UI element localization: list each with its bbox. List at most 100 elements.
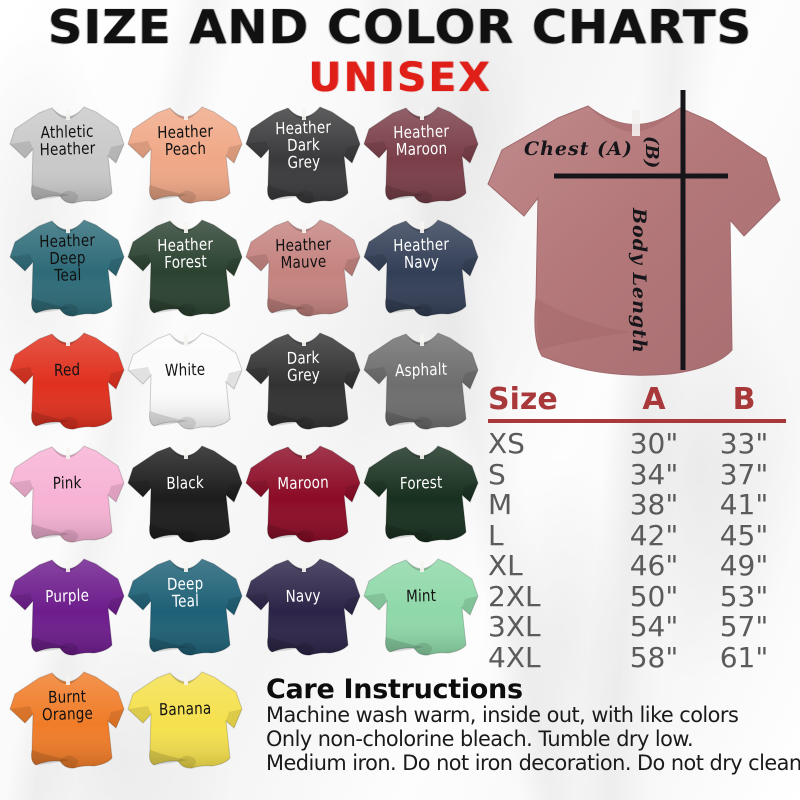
chest-cell: 50"	[629, 579, 679, 613]
color-swatch[interactable]: Black	[126, 439, 244, 549]
measurement-shirt-shape	[487, 105, 781, 376]
color-swatch[interactable]: Heather Peach	[126, 100, 244, 210]
chest-label: Chest (A)	[524, 138, 633, 160]
color-swatch[interactable]: Heather Deep Teal	[8, 213, 126, 323]
size-cell: XS	[488, 427, 525, 460]
body-length-cell: 57"	[719, 610, 769, 643]
care-instructions-lines: Machine wash warm, inside out, with like…	[266, 704, 800, 775]
chest-cell: 34"	[629, 457, 679, 491]
tshirt-icon	[126, 552, 244, 662]
size-cell: XL	[488, 549, 523, 582]
tshirt-icon	[8, 439, 126, 549]
body-length-cell: 45"	[719, 518, 769, 552]
tshirt-icon	[8, 213, 126, 323]
color-swatch[interactable]: Heather Forest	[126, 213, 244, 323]
body-length-label: Body Length	[628, 208, 650, 354]
tshirt-icon	[126, 100, 244, 210]
tshirt-icon	[362, 326, 480, 436]
color-swatch[interactable]: Mint	[362, 552, 480, 662]
care-instructions-title: Care Instructions	[266, 674, 523, 705]
chest-cell: 54"	[629, 610, 679, 643]
swatch-row: Pink Black	[0, 439, 480, 549]
body-length-cell: 33"	[719, 427, 769, 460]
color-swatch[interactable]: Heather Mauve	[244, 213, 362, 323]
care-instruction-line: Only non-cholorine bleach. Tumble dry lo…	[266, 726, 694, 752]
tshirt-icon	[126, 213, 244, 323]
care-instruction-line: Medium iron. Do not iron decoration. Do …	[266, 750, 800, 776]
tshirt-icon	[8, 100, 126, 210]
care-instruction-line: Machine wash warm, inside out, with like…	[266, 703, 739, 729]
size-cell: 2XL	[488, 579, 541, 613]
swatch-row: Athletic Heather Heather Peach	[0, 100, 480, 210]
color-swatch[interactable]: Red	[8, 326, 126, 436]
color-swatch-grid: Athletic Heather Heather Peach	[0, 100, 480, 800]
tshirt-icon	[244, 213, 362, 323]
measurement-diagram: Chest (A) (B) Body Length	[480, 88, 800, 388]
tshirt-icon	[8, 326, 126, 436]
tshirt-icon	[244, 439, 362, 549]
color-swatch[interactable]: Heather Dark Grey	[244, 100, 362, 210]
size-table-row: S 34" 37"	[488, 457, 788, 491]
tshirt-icon	[362, 439, 480, 549]
page-title: SIZE AND COLOR CHARTS	[47, 0, 753, 54]
size-table-row: 4XL 58" 61"	[488, 640, 788, 674]
tshirt-icon	[362, 552, 480, 662]
color-swatch[interactable]: Burnt Orange	[8, 665, 126, 775]
size-cell: S	[488, 457, 506, 491]
tshirt-icon	[244, 326, 362, 436]
care-instructions: Care Instructions Machine wash warm, ins…	[266, 674, 800, 775]
size-table-row: M 38" 41"	[488, 488, 788, 521]
size-table: Size A B XS 30" 33" S 34" 37" M 38" 41" L 42" 45" XL…	[488, 382, 788, 674]
size-cell: M	[488, 488, 513, 521]
size-table-header-size: Size	[488, 382, 558, 417]
tshirt-icon	[244, 100, 362, 210]
color-swatch[interactable]: Dark Grey	[244, 326, 362, 436]
color-swatch[interactable]: Forest	[362, 439, 480, 549]
body-length-b-label: (B)	[641, 136, 662, 169]
size-cell: 3XL	[488, 610, 541, 643]
color-swatch[interactable]: Pink	[8, 439, 126, 549]
tshirt-icon	[8, 552, 126, 662]
size-table-header-a: A	[642, 382, 666, 417]
body-length-cell: 37"	[719, 457, 769, 491]
color-swatch[interactable]: Deep Teal	[126, 552, 244, 662]
chest-cell: 58"	[629, 640, 679, 674]
size-table-row: XL 46" 49"	[488, 549, 788, 582]
size-table-row: 3XL 54" 57"	[488, 610, 788, 643]
size-table-row: 2XL 50" 53"	[488, 579, 788, 613]
color-swatch[interactable]: Heather Maroon	[362, 100, 480, 210]
chest-cell: 46"	[629, 549, 679, 582]
page-subtitle: UNISEX	[308, 55, 492, 101]
tshirt-icon	[126, 439, 244, 549]
chest-cell: 42"	[629, 518, 679, 552]
tshirt-icon	[362, 213, 480, 323]
size-cell: L	[488, 518, 504, 552]
size-table-header-rule	[488, 419, 786, 423]
size-table-row: XS 30" 33"	[488, 427, 788, 460]
size-cell: 4XL	[488, 640, 541, 674]
color-swatch[interactable]: Athletic Heather	[8, 100, 126, 210]
color-swatch[interactable]: Purple	[8, 552, 126, 662]
color-swatch[interactable]: Banana	[126, 665, 244, 775]
tshirt-icon	[244, 552, 362, 662]
body-length-cell: 49"	[719, 549, 769, 582]
body-length-cell: 61"	[719, 640, 769, 674]
chest-cell: 30"	[629, 427, 679, 460]
color-swatch[interactable]: White	[126, 326, 244, 436]
tshirt-icon	[126, 326, 244, 436]
body-length-cell: 41"	[719, 488, 769, 521]
swatch-row: Purple Deep Teal	[0, 552, 480, 662]
color-swatch[interactable]: Heather Navy	[362, 213, 480, 323]
tshirt-icon	[8, 665, 126, 775]
size-table-header-row: Size A B	[488, 382, 788, 418]
swatch-row: Burnt Orange Banana	[0, 665, 478, 775]
color-swatch[interactable]: Asphalt	[362, 326, 480, 436]
body-length-cell: 53"	[719, 579, 769, 613]
tshirt-icon	[362, 100, 480, 210]
chest-cell: 38"	[629, 488, 679, 521]
swatch-row: Red White	[0, 326, 480, 436]
size-table-row: L 42" 45"	[488, 518, 788, 552]
color-swatch[interactable]: Navy	[244, 552, 362, 662]
color-swatch[interactable]: Maroon	[244, 439, 362, 549]
size-table-header-b: B	[732, 382, 756, 417]
